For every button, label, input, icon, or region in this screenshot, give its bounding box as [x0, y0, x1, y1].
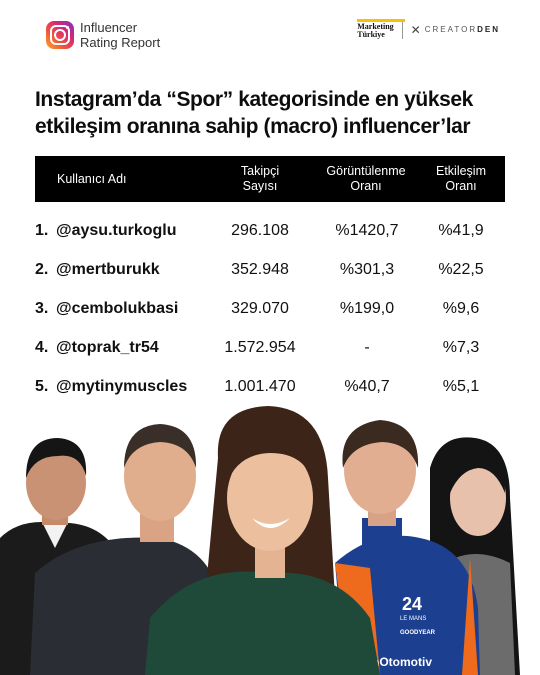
table-row: 2. @mertburukk 352.948 %301,3 %22,5 — [35, 250, 505, 289]
creatorden-icon: ✕ — [410, 22, 421, 37]
marketing-turkiye-logo: Marketing Türkiye — [357, 19, 406, 39]
username: @mytinymuscles — [56, 377, 188, 395]
engagement-rate: %7,3 — [442, 338, 480, 356]
brand-line-2: Rating Report — [80, 35, 161, 50]
jersey-number: 24 — [402, 594, 422, 614]
logo-divider — [401, 20, 403, 39]
followers: 1.001.470 — [224, 377, 296, 395]
brand-line-1: Influencer — [80, 20, 138, 35]
username: @mertburukk — [56, 260, 160, 278]
table-row: 4. @toprak_tr54 1.572.954 - %7,3 — [35, 328, 505, 367]
influencer-photo: 24 LE MANS GOODYEAR nOtomotiv — [0, 406, 520, 675]
followers: 1.572.954 — [224, 338, 296, 356]
followers: 296.108 — [231, 221, 289, 239]
view-rate: %301,3 — [339, 260, 395, 278]
instagram-icon — [46, 21, 74, 49]
engagement-rate: %9,6 — [442, 299, 480, 317]
followers: 352.948 — [231, 260, 289, 278]
rank: 1. — [35, 221, 49, 239]
page-title: Instagram’da “Spor” kategorisinde en yük… — [35, 88, 473, 138]
followers: 329.070 — [231, 299, 289, 317]
rank: 4. — [35, 338, 49, 356]
view-rate: %40,7 — [344, 377, 390, 395]
header-followers: Takipçi Sayısı — [240, 164, 280, 193]
table-body: 1. @aysu.turkoglu 296.108 %1420,7 %41,9 … — [35, 211, 505, 406]
jersey-sponsor-main: nOtomotiv — [372, 655, 432, 669]
report-name: Influencer Rating Report — [80, 20, 160, 50]
view-rate: %199,0 — [339, 299, 395, 317]
table-row: 5. @mytinymuscles 1.001.470 %40,7 %5,1 — [35, 367, 505, 406]
rank: 2. — [35, 260, 49, 278]
view-rate: %1420,7 — [335, 221, 399, 239]
rank: 3. — [35, 299, 49, 317]
engagement-rate: %41,9 — [438, 221, 484, 239]
brand: Influencer Rating Report — [46, 20, 160, 50]
person-3 — [145, 406, 380, 675]
jersey-sponsor: GOODYEAR — [400, 630, 436, 636]
engagement-rate: %22,5 — [438, 260, 484, 278]
username: @aysu.turkoglu — [56, 221, 177, 239]
header-views: Görüntülenme Oranı — [326, 164, 406, 193]
table-row: 1. @aysu.turkoglu 296.108 %1420,7 %41,9 — [35, 211, 505, 250]
username: @toprak_tr54 — [56, 338, 159, 356]
header-engagement: Etkileşim Oranı — [435, 164, 486, 193]
table-row: 3. @cembolukbasi 329.070 %199,0 %9,6 — [35, 289, 505, 328]
table-header: Kullanıcı Adı Takipçi Sayısı Görüntülenme… — [35, 156, 505, 202]
username: @cembolukbasi — [56, 299, 179, 317]
rank: 5. — [35, 377, 49, 395]
creatorden-logo: ✕ CREATOR DEN — [410, 22, 500, 37]
partner-logos: Marketing Türkiye ✕ CREATOR DEN — [357, 19, 500, 39]
header-user: Kullanıcı Adı — [57, 171, 127, 186]
view-rate: - — [364, 338, 370, 356]
engagement-rate: %5,1 — [442, 377, 480, 395]
jersey-text: LE MANS — [400, 616, 426, 622]
